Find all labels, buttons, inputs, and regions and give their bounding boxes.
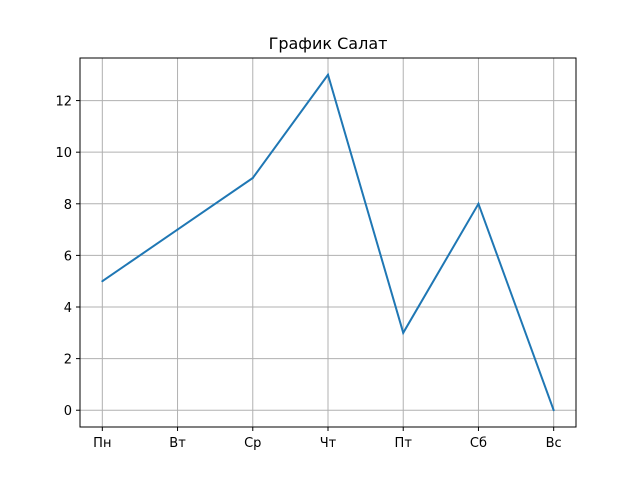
x-tick-label: Сб	[470, 436, 487, 451]
x-tick-label: Вт	[169, 436, 186, 451]
y-tick-label: 6	[64, 249, 72, 264]
data-point	[251, 176, 254, 179]
y-tick-label: 4	[64, 301, 72, 316]
y-tick-label: 8	[64, 198, 72, 213]
y-axis: 0 2 4 6 8 10 12	[55, 95, 80, 419]
series-layer	[101, 72, 555, 412]
x-tick-label: Вс	[546, 436, 562, 451]
y-tick-label: 10	[55, 146, 72, 161]
data-point	[176, 228, 179, 231]
data-point	[327, 73, 329, 76]
x-axis: Пн Вт Ср Чт Пт Сб Вс	[93, 427, 562, 451]
y-tick-label: 0	[64, 404, 72, 419]
data-point	[552, 409, 555, 412]
x-tick-label: Чт	[320, 436, 337, 451]
data-point	[477, 202, 480, 205]
data-point	[101, 280, 104, 283]
x-tick-label: Пт	[395, 436, 413, 451]
y-tick-label: 12	[55, 95, 72, 110]
grid	[80, 58, 576, 427]
chart-title: График Салат	[269, 34, 388, 53]
x-tick-label: Пн	[93, 436, 111, 451]
x-tick-label: Ср	[244, 436, 261, 451]
data-point	[402, 331, 405, 334]
y-tick-label: 2	[64, 353, 72, 368]
